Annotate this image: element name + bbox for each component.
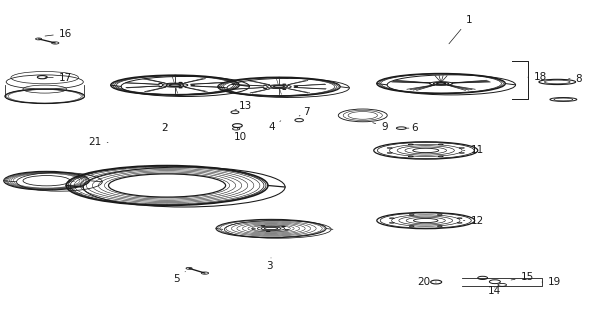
Text: 11: 11 xyxy=(463,146,484,156)
Text: 13: 13 xyxy=(235,101,253,111)
Text: 10: 10 xyxy=(234,128,247,142)
Text: 9: 9 xyxy=(373,122,388,132)
Text: 3: 3 xyxy=(267,258,273,271)
Text: 1: 1 xyxy=(449,15,472,44)
Text: 6: 6 xyxy=(406,123,418,133)
Text: 5: 5 xyxy=(173,271,185,284)
Text: 7: 7 xyxy=(299,107,310,116)
Text: 4: 4 xyxy=(268,121,281,132)
Text: 14: 14 xyxy=(488,286,501,296)
Text: 12: 12 xyxy=(463,216,484,226)
Text: 17: 17 xyxy=(45,73,72,83)
Text: 16: 16 xyxy=(45,28,72,38)
Text: 15: 15 xyxy=(511,272,534,282)
Text: 8: 8 xyxy=(569,74,582,84)
Text: 20: 20 xyxy=(417,277,436,287)
Text: 2: 2 xyxy=(161,123,168,133)
Text: 19: 19 xyxy=(542,277,562,287)
Text: 18: 18 xyxy=(528,72,547,82)
Text: 21: 21 xyxy=(88,138,108,148)
